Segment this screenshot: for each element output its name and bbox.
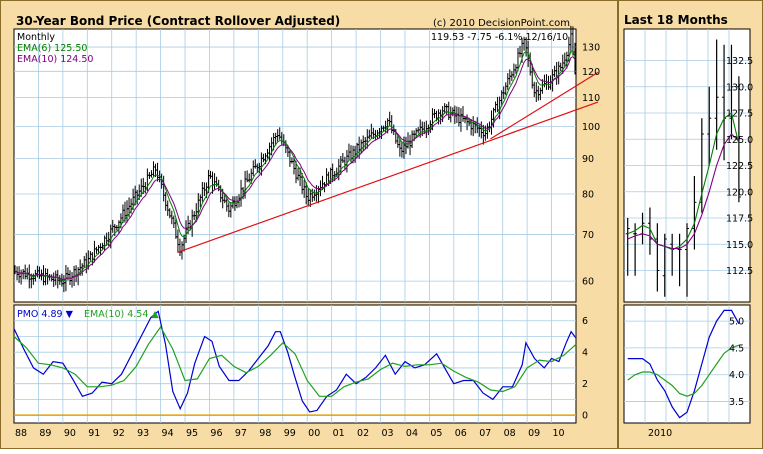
pmo-down-arrow: ▼ — [66, 309, 74, 320]
x-tick-label: 06 — [455, 428, 467, 439]
x-tick-label: 07 — [479, 428, 491, 439]
side-title: Last 18 Months — [624, 13, 728, 27]
pmo-line — [13, 310, 577, 413]
pmo-y-tick-label: 6 — [582, 316, 588, 327]
x-tick-label: 04 — [406, 428, 418, 439]
x-tick-label: 00 — [308, 428, 320, 439]
x-tick-label: 91 — [88, 428, 100, 439]
pmo-legend-label: PMO 4.89 — [17, 309, 63, 320]
trendline — [490, 71, 599, 140]
x-tick-label: 08 — [504, 428, 516, 439]
pmo-ema-legend-label: EMA(10) 4.54 — [84, 309, 148, 320]
main-grid — [14, 29, 576, 302]
quote-readout: 119.53 -7.75 -6.1% 12/16/10 — [431, 32, 568, 43]
side-y-tick-label: 120.0 — [726, 187, 753, 198]
side-price-bars — [625, 39, 741, 297]
side-y-tick-label: 122.5 — [726, 161, 753, 172]
x-tick-label: 89 — [39, 428, 51, 439]
side-pmo-y-tick-label: 4.5 — [729, 343, 744, 354]
side-x-label: 2010 — [648, 428, 672, 439]
main-y-tick-label: 120 — [582, 67, 600, 78]
x-tick-label: 05 — [430, 428, 442, 439]
x-tick-label: 90 — [64, 428, 76, 439]
main-ema-lines — [14, 50, 576, 282]
x-tick-label: 92 — [113, 428, 125, 439]
main-y-tick-label: 80 — [582, 190, 594, 201]
x-tick-label: 02 — [357, 428, 369, 439]
period-label: Monthly — [17, 32, 55, 43]
main-y-tick-label: 90 — [582, 154, 594, 165]
pmo-panel — [13, 304, 577, 424]
pmo-ema-up-arrow: ▲ — [151, 309, 159, 320]
main-y-ticks: 60 70 80 90 100 110 120 130 — [582, 43, 600, 288]
side-y-tick-label: 125.0 — [726, 135, 753, 146]
side-pmo-line — [627, 309, 740, 419]
main-y-tick-label: 60 — [582, 277, 594, 288]
x-tick-label: 96 — [210, 428, 222, 439]
x-tick-label: 94 — [162, 428, 174, 439]
main-title: 30-Year Bond Price (Contract Rollover Ad… — [16, 14, 340, 28]
copyright-text: (c) 2010 DecisionPoint.com — [433, 18, 570, 29]
side-y-tick-label: 115.0 — [726, 240, 753, 251]
side-y-tick-label: 130.0 — [726, 82, 753, 93]
x-tick-label: 99 — [284, 428, 296, 439]
pmo-ema-line — [13, 325, 577, 397]
side-y-ticks: 112.5 115.0 117.5 120.0 122.5 125.0 127.5 130.0… — [726, 56, 753, 277]
pmo-lines — [13, 310, 577, 413]
side-y-tick-label: 117.5 — [726, 214, 753, 225]
pmo-y-ticks: 0 2 4 6 — [582, 316, 588, 421]
x-tick-label: 95 — [186, 428, 198, 439]
side-ema10-line — [627, 133, 740, 250]
x-tick-label: 03 — [381, 428, 393, 439]
main-trendlines — [177, 71, 599, 253]
x-axis-ticks: 88 89 90 91 92 93 94 95 96 97 98 99 00 01 02 03 04 05 06 07… — [15, 428, 565, 439]
x-tick-label: 01 — [333, 428, 345, 439]
main-price-panel — [13, 28, 577, 303]
x-tick-label: 97 — [235, 428, 247, 439]
main-y-tick-label: 130 — [582, 43, 600, 54]
side-pmo-ema-line — [627, 344, 740, 397]
side-y-tick-label: 112.5 — [726, 266, 753, 277]
pmo-y-tick-label: 0 — [582, 411, 588, 422]
side-pmo-y-tick-label: 3.5 — [729, 397, 744, 408]
x-tick-label: 09 — [528, 428, 540, 439]
main-y-tick-label: 70 — [582, 230, 594, 241]
side-y-tick-label: 127.5 — [726, 109, 753, 120]
x-tick-label: 10 — [553, 428, 565, 439]
side-pmo-y-tick-label: 5.0 — [729, 317, 744, 328]
x-tick-label: 93 — [137, 428, 149, 439]
pmo-legend: PMO 4.89 ▼ — [17, 309, 74, 320]
trendline — [177, 101, 599, 253]
pmo-grid — [14, 305, 576, 423]
ema10-line — [14, 55, 576, 281]
ema6-line — [14, 50, 576, 282]
pmo-y-tick-label: 4 — [582, 348, 588, 359]
x-tick-label: 88 — [15, 428, 27, 439]
side-y-tick-label: 132.5 — [726, 56, 753, 67]
side-pmo-y-tick-label: 4.0 — [729, 370, 744, 381]
side-pmo-y-ticks: 3.5 4.0 4.5 5.0 — [729, 317, 744, 408]
ema10-legend: EMA(10) 124.50 — [17, 54, 93, 65]
x-tick-label: 98 — [259, 428, 271, 439]
pmo-y-tick-label: 2 — [582, 379, 588, 390]
side-ema-lines — [627, 112, 740, 251]
ema6-legend: EMA(6) 125.50 — [17, 43, 87, 54]
side-pmo-lines — [627, 309, 740, 419]
main-y-tick-label: 110 — [582, 93, 600, 104]
side-pmo-grid — [624, 305, 750, 423]
pmo-ema-legend: EMA(10) 4.54 ▲ — [84, 309, 159, 320]
main-y-tick-label: 100 — [582, 122, 600, 133]
side-ema6-line — [627, 112, 740, 251]
